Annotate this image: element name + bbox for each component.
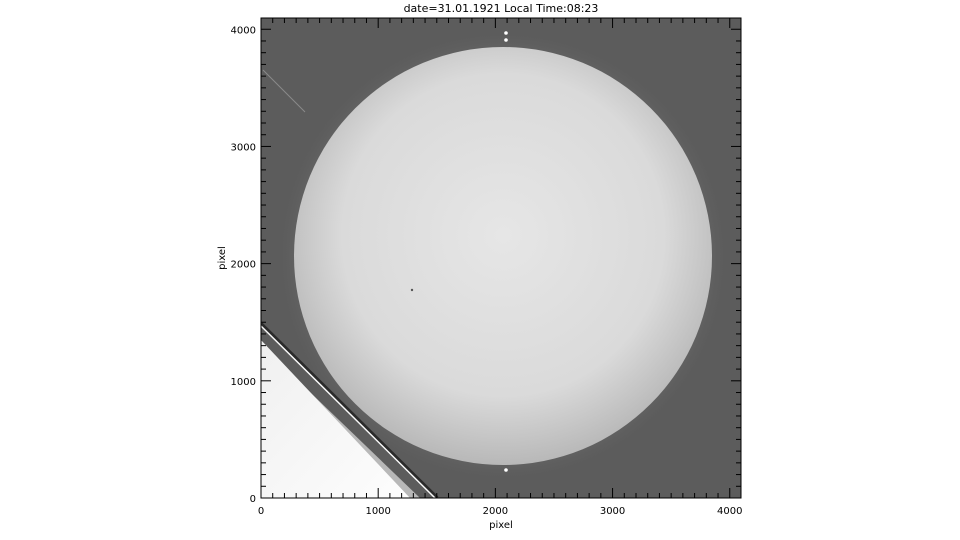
y-tick-label: 3000 — [231, 142, 256, 153]
x-tick-label: 3000 — [600, 506, 625, 517]
y-tick-label: 0 — [250, 494, 256, 505]
dot-marker — [504, 31, 508, 35]
plot-frame — [260, 17, 742, 499]
axis-ticks — [260, 18, 741, 499]
image-area — [261, 18, 741, 498]
diagonal-edge-dark — [261, 322, 439, 498]
x-axis-label: pixel — [489, 520, 513, 531]
corner-overexposed-region — [261, 340, 410, 498]
scratch-line — [262, 69, 306, 113]
diagonal-edge-bright — [261, 325, 437, 498]
x-tick-label: 2000 — [483, 506, 508, 517]
x-tick-label: 4000 — [717, 506, 742, 517]
y-tick-label: 1000 — [231, 377, 256, 388]
chart-title: date=31.01.1921 Local Time:08:23 — [404, 2, 599, 15]
dot-marker — [504, 38, 508, 42]
y-tick-label: 2000 — [231, 260, 256, 271]
dot-marker — [504, 468, 508, 472]
y-tick-label: 4000 — [231, 25, 256, 36]
x-tick-label: 0 — [258, 506, 264, 517]
x-tick-label: 1000 — [365, 506, 390, 517]
y-axis-label: pixel — [217, 246, 228, 270]
sunspot — [410, 288, 414, 292]
solar-disk — [294, 47, 712, 465]
